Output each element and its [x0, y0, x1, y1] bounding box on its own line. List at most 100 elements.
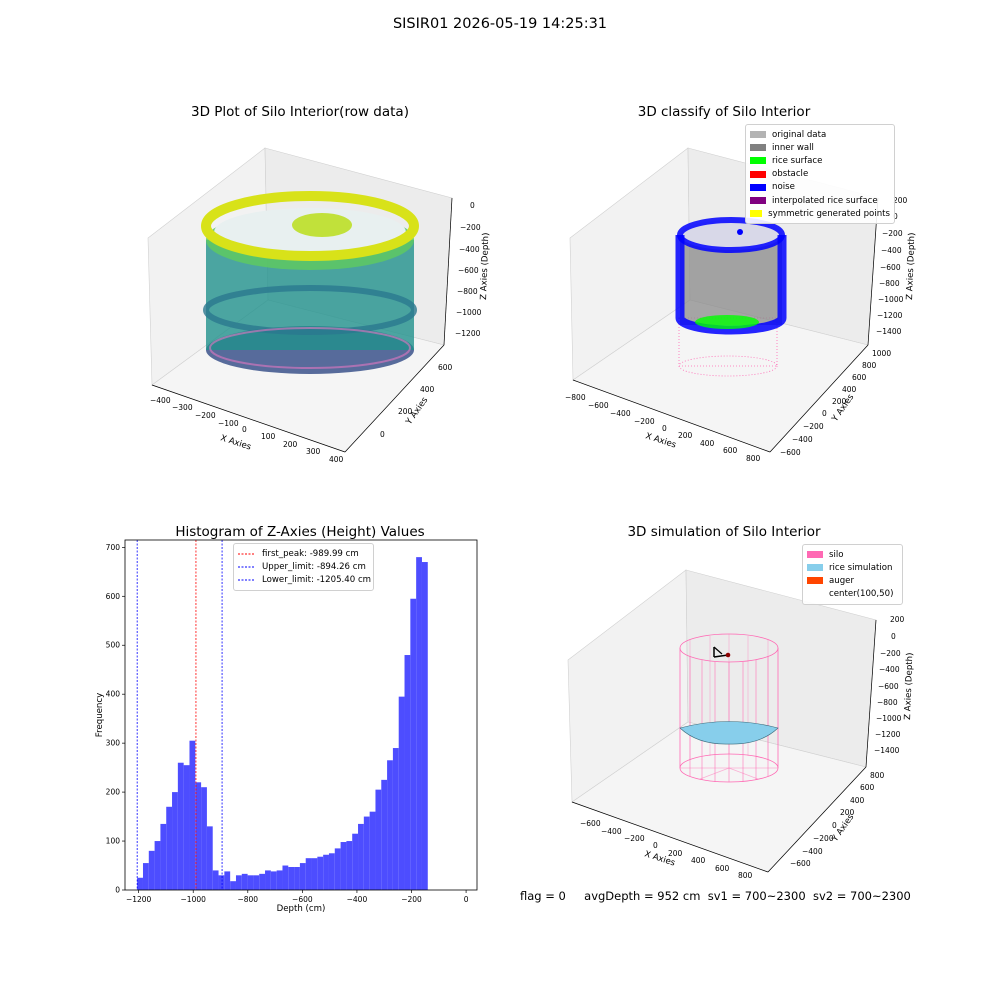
legend-label: symmetric generated points — [768, 208, 890, 219]
legend-item: silo — [807, 548, 898, 561]
classify-y-tick: 200 — [832, 397, 847, 406]
histogram-bar — [154, 841, 161, 890]
status-footer: flag = 0 avgDepth = 952 cm sv1 = 700~230… — [520, 889, 911, 903]
histogram-y-tick-label: 100 — [106, 837, 121, 846]
simulation-y-tick: −600 — [790, 859, 811, 868]
classify-z-tick: −800 — [879, 279, 900, 288]
classify-z-tick: 200 — [893, 196, 908, 205]
histogram-x-tick-label: −600 — [292, 895, 313, 904]
legend-label: center(100,50) — [829, 589, 894, 600]
histogram-bar — [328, 853, 335, 890]
classify-z-tick: −200 — [882, 229, 903, 238]
simulation-x-tick: 800 — [738, 871, 753, 880]
raw-z-tick: −1200 — [455, 329, 481, 338]
histogram-bar — [398, 696, 405, 890]
legend-swatch — [807, 591, 823, 598]
legend-line-swatch — [238, 553, 254, 555]
histogram-bar — [369, 811, 376, 890]
simulation-legend: silo rice simulation auger center(100,50… — [802, 544, 903, 605]
histogram-x-ticks: −1200 −1000 −800 −600 −400 −200 0 — [126, 890, 469, 904]
simulation-z-tick: −600 — [878, 682, 899, 691]
raw-z-label: Z Axies (Depth) — [479, 232, 491, 300]
histogram-bar — [288, 866, 295, 890]
histogram-bar — [235, 875, 242, 890]
raw-x-tick: −200 — [195, 411, 216, 420]
histogram-bar — [358, 823, 364, 890]
classify-z-tick: −1200 — [877, 311, 903, 320]
raw-x-tick: 100 — [261, 432, 276, 441]
raw-x-tick: −300 — [172, 403, 193, 412]
legend-item: first_peak: -989.99 cm — [238, 547, 369, 560]
histogram-bar — [160, 823, 167, 890]
histogram-y-tick-label: 700 — [106, 543, 121, 552]
simulation-x-tick: 400 — [691, 856, 706, 865]
rice-simulation-surface — [679, 721, 779, 745]
legend-swatch — [750, 170, 766, 178]
legend-swatch — [750, 210, 763, 218]
histogram-bar — [346, 841, 353, 890]
classify-z-tick: −1400 — [876, 327, 902, 336]
histogram-bar — [206, 826, 213, 890]
legend-label: Lower_limit: -1205.40 cm — [262, 574, 372, 585]
classify-plot-title: 3D classify of Silo Interior — [637, 104, 811, 120]
classify-x-tick: 400 — [700, 439, 715, 448]
classify-y-tick: 0 — [822, 409, 827, 418]
legend-label: silo — [829, 549, 844, 560]
legend-item: obstacle — [750, 168, 890, 181]
legend-label: inner wall — [772, 142, 814, 153]
raw-z-tick: −600 — [458, 266, 479, 275]
simulation-z-label: Z Axies (Depth) — [903, 652, 915, 720]
classify-y-tick: 600 — [852, 373, 867, 382]
raw-x-tick: 300 — [306, 447, 321, 456]
histogram-bar — [201, 787, 207, 890]
simulation-3d-box — [567, 569, 877, 873]
histogram-bar — [195, 782, 202, 890]
histogram-bar — [265, 870, 271, 890]
histogram-y-tick-label: 300 — [106, 739, 121, 748]
histogram-y-tick-label: 0 — [115, 886, 120, 895]
histogram-x-tick-label: 0 — [464, 895, 469, 904]
classify-x-tick: −200 — [634, 417, 655, 426]
classify-x-tick: −400 — [610, 409, 631, 418]
legend-item: Lower_limit: -1205.40 cm — [238, 573, 372, 586]
histogram-bar — [421, 562, 428, 890]
simulation-x-tick: 600 — [715, 864, 730, 873]
simulation-plot-title: 3D simulation of Silo Interior — [627, 524, 821, 540]
histogram-bar — [189, 740, 196, 890]
histogram-bar — [270, 871, 277, 890]
histogram-bar — [218, 875, 225, 890]
histogram-marks — [136, 540, 428, 890]
simulation-z-tick: −200 — [880, 649, 901, 658]
histogram-y-label: Frequency — [95, 693, 105, 737]
simulation-y-tick: −200 — [813, 834, 834, 843]
raw-z-tick: −800 — [457, 287, 478, 296]
raw-x-tick: 200 — [283, 440, 298, 449]
legend-swatch — [750, 157, 766, 165]
classify-y-tick: −200 — [803, 422, 824, 431]
raw-z-tick: −1000 — [456, 308, 482, 317]
histogram-bar — [305, 858, 312, 890]
legend-item: noise — [750, 181, 890, 194]
simulation-z-tick: −1200 — [875, 730, 901, 739]
histogram-bar — [172, 792, 178, 890]
histogram-bar — [416, 557, 422, 890]
legend-label: interpolated rice surface — [772, 195, 878, 206]
legend-label: rice simulation — [829, 562, 893, 573]
simulation-x-tick: −600 — [580, 819, 601, 828]
histogram-bar — [230, 881, 236, 890]
avg-depth-text: avgDepth = 952 cm — [584, 889, 701, 903]
simulation-z-tick: 200 — [890, 615, 905, 624]
histogram-bar — [410, 598, 417, 890]
histogram-bar — [282, 865, 289, 890]
histogram-y-tick-label: 200 — [106, 788, 121, 797]
histogram-bar — [317, 856, 324, 890]
simulation-y-tick: 200 — [840, 808, 855, 817]
legend-item: center(100,50) — [807, 588, 898, 601]
histogram-bar — [334, 848, 341, 890]
histogram-y-tick-label: 400 — [106, 690, 121, 699]
raw-x-tick: −400 — [150, 396, 171, 405]
simulation-y-tick: 800 — [870, 771, 885, 780]
legend-label: auger — [829, 575, 854, 586]
